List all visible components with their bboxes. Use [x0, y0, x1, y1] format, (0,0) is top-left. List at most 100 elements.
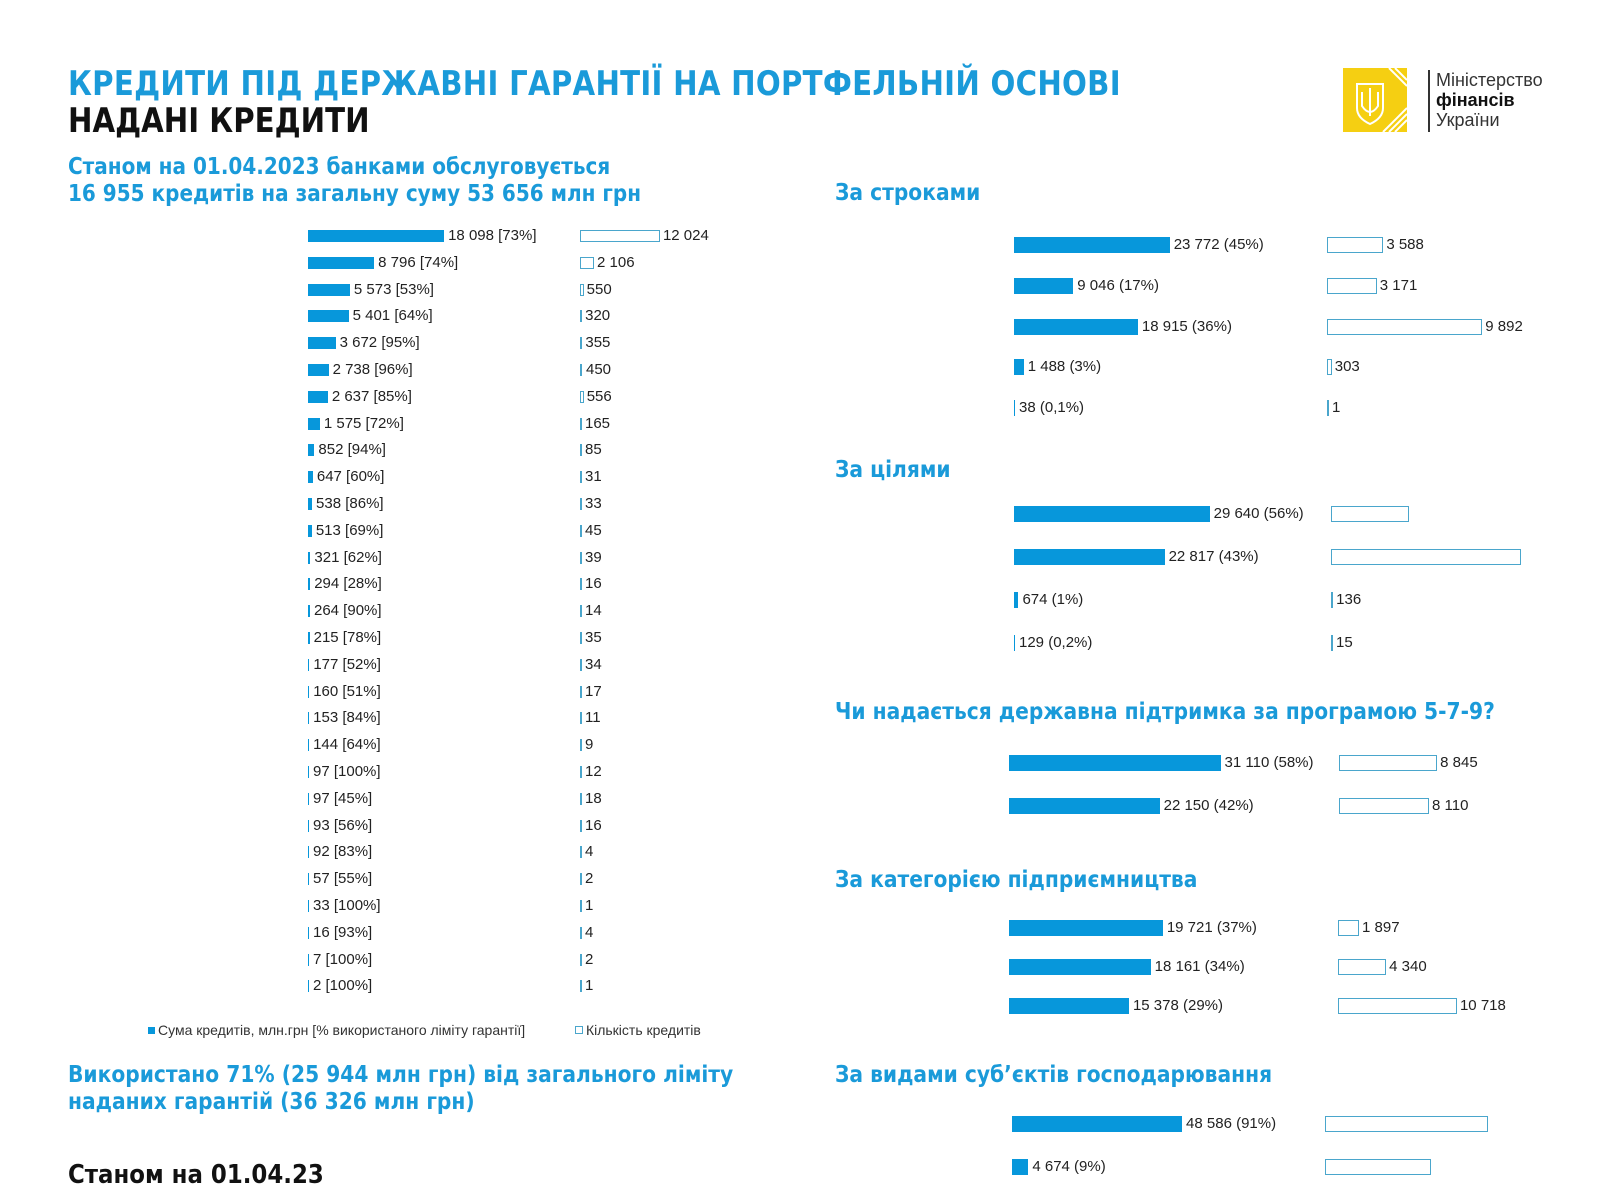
count-bar	[580, 685, 582, 698]
count-bar	[580, 256, 594, 269]
sum-value-label: 18 098 [73%]	[448, 227, 537, 244]
count-bar	[580, 926, 582, 939]
as-of-date: Станом на 01.04.23	[68, 1160, 324, 1190]
count-value-label: 16	[585, 816, 602, 834]
sum-value-label: 538 [86%]	[316, 495, 384, 512]
count-bar	[580, 471, 582, 484]
sum-bar	[1009, 798, 1160, 814]
count-value-label: 11	[585, 709, 601, 727]
count-bar	[580, 524, 582, 537]
count-value-label: 4	[585, 923, 594, 941]
sum-bar	[308, 390, 328, 403]
sum-bar	[1009, 755, 1221, 771]
guarantee-usage-line-1: Використано 71% (25 944 млн грн) від заг…	[68, 1062, 734, 1088]
summary-line-2: 16 955 кредитів на загальну суму 53 656 …	[68, 181, 642, 207]
count-value-label: 2 106	[597, 253, 635, 271]
count-value-label: 165	[585, 414, 611, 432]
count-bar	[580, 444, 582, 457]
sum-bar	[308, 471, 313, 484]
count-bar	[580, 364, 582, 376]
count-value-label: 4 340	[1389, 958, 1427, 975]
count-bar	[1338, 998, 1457, 1014]
count-bar	[1327, 318, 1483, 335]
count-value-label: 355	[585, 334, 611, 352]
ministry-name: Міністерство фінансів України	[1436, 70, 1543, 130]
sum-bar	[308, 900, 309, 912]
sum-bar	[1014, 592, 1019, 608]
sum-value-label: 5 401 [64%]	[352, 307, 433, 325]
legend-swatch-sum	[148, 1027, 155, 1034]
logo-line-2: фінансів	[1436, 90, 1515, 110]
count-bar	[580, 953, 582, 966]
sum-value-label: 23 772 (45%)	[1173, 236, 1264, 253]
count-bar	[1327, 277, 1377, 294]
count-bar	[580, 900, 582, 912]
sum-bar	[308, 551, 311, 564]
sum-bar	[1014, 277, 1074, 294]
count-value-label: 1	[585, 897, 594, 914]
count-value-label: 85	[585, 441, 602, 459]
summary-line-1: Станом на 01.04.2023 банками обслуговуєт…	[68, 154, 611, 180]
sum-bar	[1012, 1116, 1183, 1132]
sum-bar	[1014, 237, 1170, 253]
sum-value-label: 647 [60%]	[316, 468, 385, 486]
count-value-label: 2	[585, 950, 594, 968]
sum-value-label: 4 674 (9%)	[1032, 1158, 1106, 1175]
count-value-label: 3 171	[1379, 276, 1418, 294]
sum-value-label: 160 [51%]	[313, 682, 381, 700]
count-bar	[580, 498, 582, 510]
sum-value-label: 29 640 (56%)	[1213, 505, 1304, 522]
sum-bar	[1014, 635, 1015, 651]
count-bar	[1339, 755, 1438, 771]
count-value-label: 33	[585, 495, 602, 512]
sum-bar	[308, 685, 310, 698]
sum-bar	[308, 310, 349, 323]
sum-value-label: 22 817 (43%)	[1168, 548, 1259, 565]
sum-bar	[308, 766, 309, 778]
count-value-label: 14	[585, 602, 602, 620]
sum-bar	[308, 980, 309, 993]
page-title: КРЕДИТИ ПІД ДЕРЖАВНІ ГАРАНТІЇ НА ПОРТФЕЛ…	[68, 64, 1121, 104]
sum-bar	[308, 846, 309, 859]
sum-bar	[1012, 1159, 1029, 1175]
count-bar	[580, 310, 582, 323]
count-bar	[580, 337, 582, 350]
sum-bar	[308, 417, 320, 430]
count-value-label: 9 892	[1485, 317, 1523, 335]
section-title-purposes: За цілями	[835, 457, 951, 483]
sum-value-label: 321 [62%]	[314, 548, 382, 566]
sum-value-label: 852 [94%]	[318, 441, 386, 459]
count-value-label: 45	[585, 521, 602, 539]
sum-bar	[1014, 400, 1015, 417]
count-bar	[1339, 798, 1430, 814]
count-value-label: 8 110	[1432, 797, 1469, 814]
count-bar	[580, 605, 582, 618]
sum-bar	[308, 498, 313, 510]
legend-swatch-count	[574, 1026, 583, 1034]
count-bar	[1331, 506, 1410, 522]
guarantee-usage-text: Використано 71% (25 944 млн грн) від заг…	[68, 1062, 733, 1116]
sum-value-label: 31 110 (58%)	[1224, 754, 1314, 771]
count-bar	[580, 283, 584, 296]
section-title-category: За категорією підприємництва	[835, 867, 1198, 893]
sum-bar	[308, 739, 310, 752]
sum-value-label: 9 046 (17%)	[1077, 276, 1159, 294]
legend-item-count: Кількість кредитів	[574, 1022, 701, 1038]
count-bar	[580, 417, 582, 430]
count-value-label: 12 024	[662, 227, 709, 244]
sum-value-label: 2 637 [85%]	[331, 387, 412, 405]
count-value-label: 31	[585, 468, 602, 486]
sum-value-label: 513 [69%]	[315, 521, 384, 539]
logo-line-1: Міністерство	[1436, 70, 1543, 90]
sum-bar	[308, 337, 336, 350]
summary-text: Станом на 01.04.2023 банками обслуговуєт…	[68, 154, 641, 208]
sum-bar	[308, 819, 309, 832]
count-value-label: 15	[1336, 634, 1353, 651]
count-bar	[580, 712, 582, 725]
logo-divider	[1428, 70, 1430, 132]
count-value-label: 1 897	[1362, 919, 1400, 936]
sum-value-label: 2 738 [96%]	[332, 361, 413, 378]
sum-value-label: 97 [45%]	[313, 789, 373, 807]
sum-value-label: 294 [28%]	[314, 575, 382, 593]
sum-bar	[1014, 549, 1165, 565]
